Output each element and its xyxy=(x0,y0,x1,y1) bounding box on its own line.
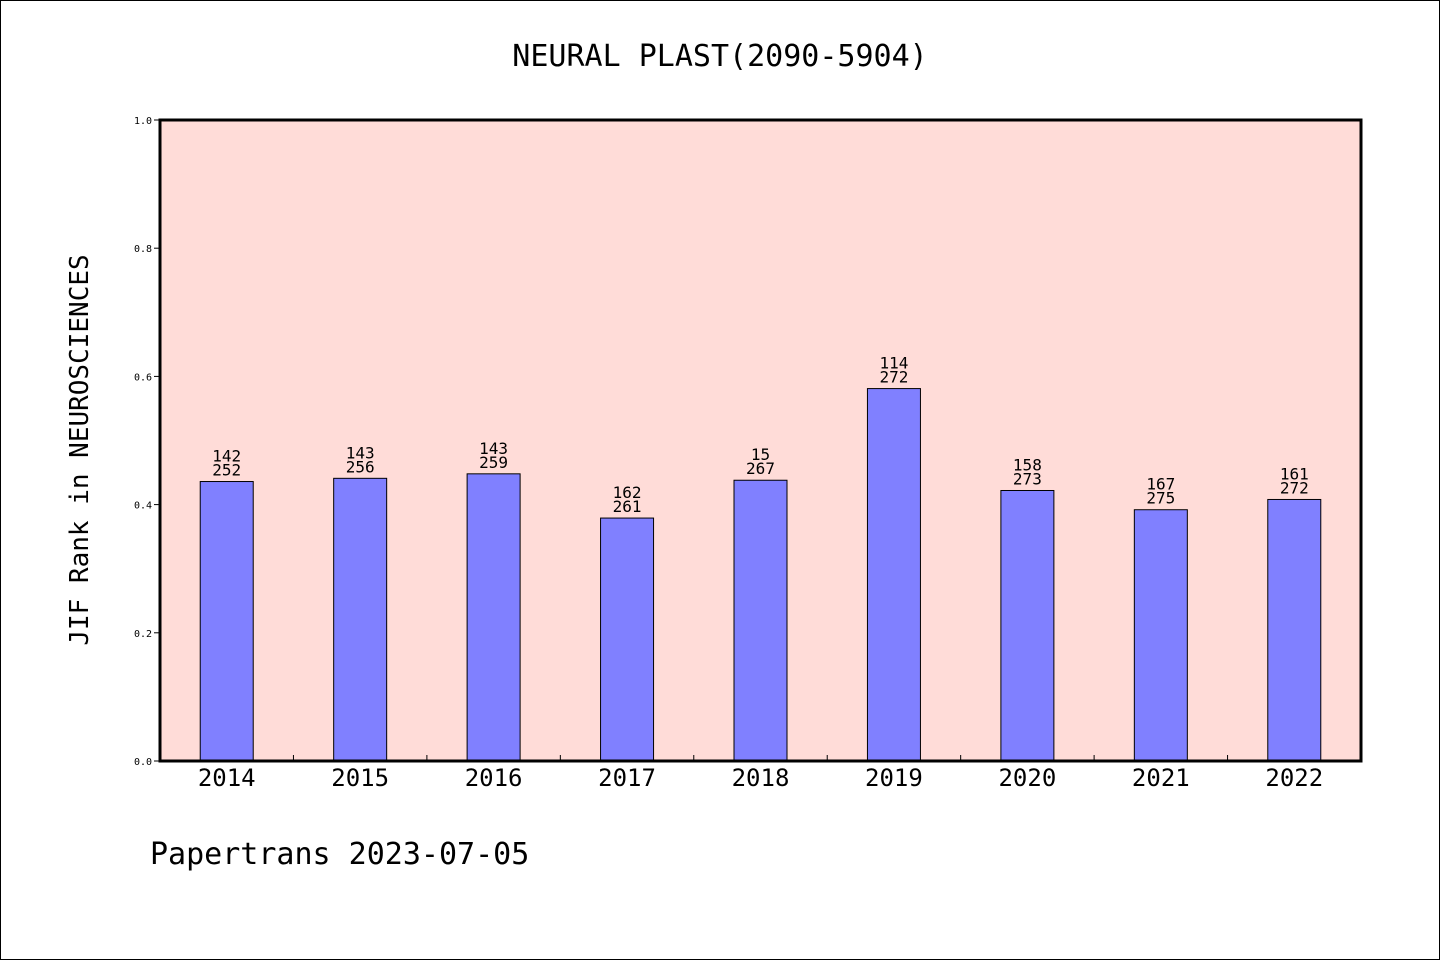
rank-label: 158 xyxy=(1013,455,1042,474)
bars-group xyxy=(199,388,1322,762)
total-label: 273 xyxy=(1013,469,1042,488)
total-label: 252 xyxy=(212,461,241,480)
y-tick-label: 0.0 xyxy=(134,757,152,768)
x-tick-label: 2016 xyxy=(465,764,523,792)
bar-2020 xyxy=(1000,489,1055,762)
x-tick-label: 2022 xyxy=(1265,764,1323,792)
bar-2014 xyxy=(199,481,254,762)
y-axis-ticks: 0.0 0.2 0.4 0.6 0.8 1.0 xyxy=(134,116,160,768)
x-tick-label: 2020 xyxy=(998,764,1056,792)
total-label: 272 xyxy=(879,368,908,387)
total-label: 256 xyxy=(346,457,375,476)
total-label: 275 xyxy=(1146,489,1175,508)
x-tick-label: 2019 xyxy=(865,764,923,792)
y-tick-label: 0.8 xyxy=(134,244,152,255)
y-axis-label: JIF Rank in NEUROSCIENCES xyxy=(65,254,95,645)
rank-label: 15 xyxy=(751,445,770,464)
x-tick-label: 2015 xyxy=(331,764,389,792)
y-tick-label: 0.4 xyxy=(134,501,152,512)
bar-2018 xyxy=(733,479,788,762)
total-label: 267 xyxy=(746,459,775,478)
data-labels: 1422521432561432591622611526711427215827… xyxy=(212,354,1308,516)
rank-label: 162 xyxy=(613,483,642,502)
total-label: 259 xyxy=(479,453,508,472)
x-tick-label: 2018 xyxy=(732,764,790,792)
total-label: 272 xyxy=(1280,478,1309,497)
rank-label: 142 xyxy=(212,447,241,466)
x-tick-label: 2021 xyxy=(1132,764,1190,792)
bar-2019 xyxy=(866,388,921,762)
rank-label: 167 xyxy=(1146,475,1175,494)
rank-label: 161 xyxy=(1280,464,1309,483)
bar-2016 xyxy=(466,473,521,762)
bar-2021 xyxy=(1133,509,1188,762)
y-tick-label: 1.0 xyxy=(134,116,152,127)
chart-title: NEURAL PLAST(2090-5904) xyxy=(512,39,927,74)
bar-2015 xyxy=(333,477,388,762)
y-tick-label: 0.6 xyxy=(134,372,152,383)
plot-border xyxy=(158,118,1363,763)
rank-label: 114 xyxy=(879,354,908,373)
footer-credit: Papertrans 2023-07-05 xyxy=(150,837,529,872)
x-tick-label: 2014 xyxy=(198,764,256,792)
rank-label: 143 xyxy=(346,443,375,462)
bar-2017 xyxy=(600,517,655,762)
bar-2022 xyxy=(1267,498,1322,762)
x-axis-ticks: 2014 2015 2016 2017 2018 2019 2020 2021 2022 xyxy=(198,755,1323,792)
y-tick-label: 0.2 xyxy=(134,629,152,640)
x-tick-label: 2017 xyxy=(598,764,656,792)
total-label: 261 xyxy=(613,497,642,516)
rank-label: 143 xyxy=(479,439,508,458)
